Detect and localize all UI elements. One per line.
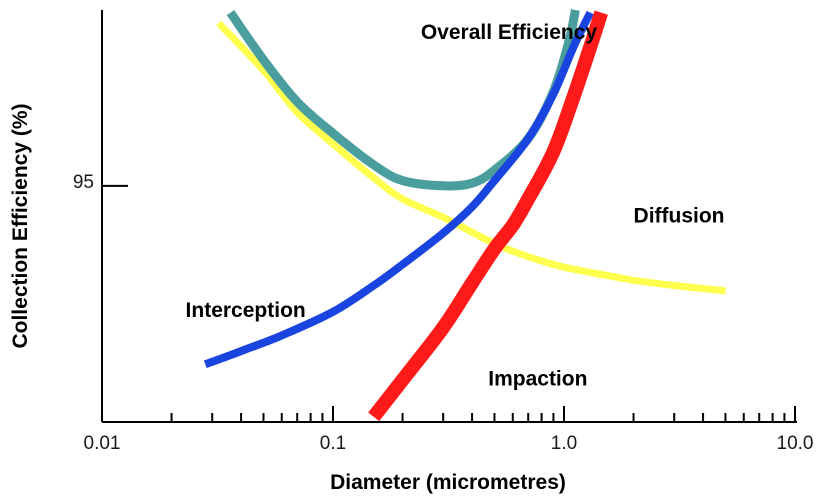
x-tick-label: 0.1 [320,433,346,454]
series-interception-line [203,10,594,369]
annotation-overall: Overall Efficiency [421,21,598,44]
annotations: Overall Efficiency Diffusion Interception I… [186,21,725,390]
series-layer [203,9,726,422]
series-diffusion-line [216,20,726,295]
x-tick-label: 10.0 [777,433,814,454]
x-ticks: 0.01 0.1 1.0 10.0 [84,406,814,454]
y-ticks: 95 [73,172,128,193]
y-axis-label: Collection Efficiency (%) [9,103,32,348]
axes: 0.01 0.1 1.0 10.0 95 [73,10,814,454]
annotation-impaction: Impaction [488,367,587,390]
annotation-diffusion: Diffusion [634,205,725,228]
x-tick-label: 0.01 [84,433,121,454]
annotation-interception: Interception [186,299,306,322]
x-axis-label: Diameter (micrometres) [330,471,566,494]
y-tick-label: 95 [73,172,94,193]
series-impaction-line [368,10,608,422]
x-tick-label: 1.0 [551,433,577,454]
